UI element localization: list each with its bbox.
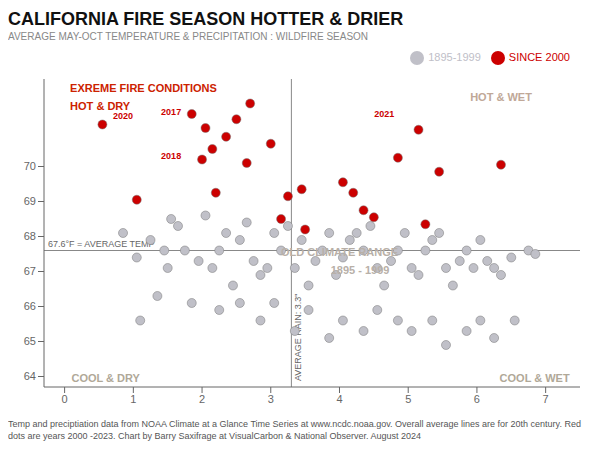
- svg-text:1895 - 1999: 1895 - 1999: [331, 264, 390, 276]
- html-text:Temp and preciptiation data fr: Temp and preciptiation data from NOAA Cl…: [8, 419, 581, 441]
- html-text:AVERAGE MAY-OCT TEMPERATURE &: AVERAGE MAY-OCT TEMPERATURE & PRECIPITAT…: [8, 31, 369, 42]
- svg-text:2: 2: [199, 393, 205, 405]
- svg-text:OLD CLIMATE RANGE: OLD CLIMATE RANGE: [281, 246, 398, 258]
- svg-text:2017: 2017: [161, 107, 181, 117]
- svg-text:1: 1: [130, 393, 136, 405]
- svg-text:5: 5: [405, 393, 411, 405]
- svg-text:6: 6: [474, 393, 480, 405]
- html-text:1895-1999: 1895-1999: [428, 51, 481, 63]
- svg-text:2020: 2020: [113, 111, 133, 121]
- svg-text:HOT & WET: HOT & WET: [470, 91, 532, 103]
- svg-text:3: 3: [268, 393, 274, 405]
- svg-text:69: 69: [24, 195, 36, 207]
- svg-text:7: 7: [543, 393, 549, 405]
- svg-text:2018: 2018: [161, 151, 181, 161]
- html-text:CALIFORNIA FIRE SEASON HOTTER: CALIFORNIA FIRE SEASON HOTTER & DRIER: [8, 9, 404, 29]
- svg-text:68: 68: [24, 230, 36, 242]
- svg-text:2021: 2021: [374, 109, 394, 119]
- svg-text:64: 64: [24, 370, 36, 382]
- svg-text:0: 0: [62, 393, 68, 405]
- svg-text:COOL & WET: COOL & WET: [500, 372, 570, 384]
- svg-text:COOL & DRY: COOL & DRY: [71, 372, 140, 384]
- svg-text:66: 66: [24, 300, 36, 312]
- html-text:SINCE 2000: SINCE 2000: [508, 51, 570, 63]
- svg-text:HOT & DRY: HOT & DRY: [70, 100, 131, 112]
- svg-text:AVERAGE RAIN: 3.3": AVERAGE RAIN: 3.3": [293, 293, 303, 381]
- svg-text:4: 4: [336, 393, 342, 405]
- svg-text:70: 70: [24, 160, 36, 172]
- svg-text:EXREME FIRE CONDITIONS: EXREME FIRE CONDITIONS: [70, 82, 217, 94]
- svg-text:67.6°F = AVERAGE TEMP: 67.6°F = AVERAGE TEMP: [48, 239, 155, 249]
- svg-text:67: 67: [24, 265, 36, 277]
- svg-text:65: 65: [24, 335, 36, 347]
